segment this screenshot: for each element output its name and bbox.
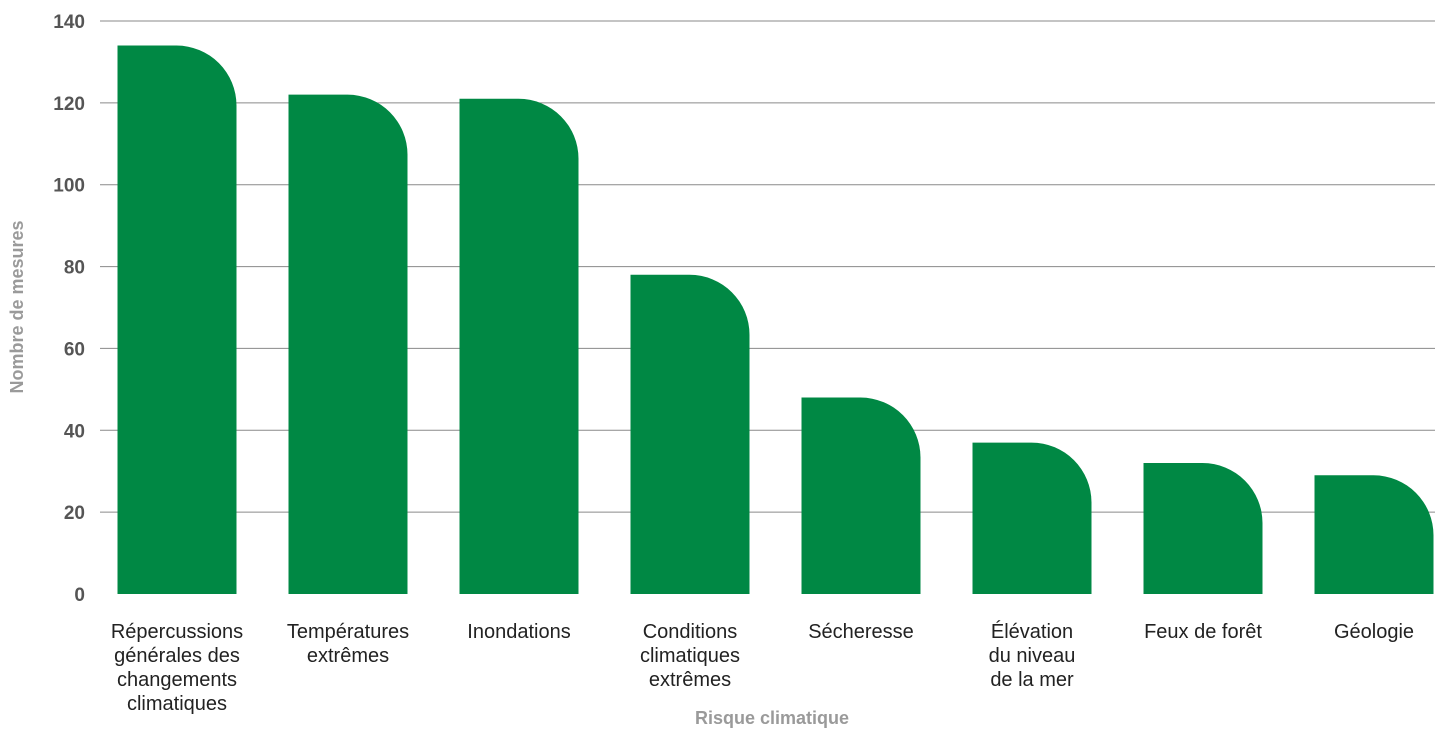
bar (459, 98, 579, 594)
y-axis-label: Nombre de mesures (7, 220, 27, 393)
x-tick-label: Feux de forêt (1144, 621, 1262, 643)
x-axis-label: Risque climatique (695, 708, 849, 728)
x-tick-label: Inondations (467, 621, 570, 643)
bar (288, 94, 408, 595)
y-tick-label: 60 (64, 339, 85, 360)
bars (117, 45, 1434, 595)
bar (972, 442, 1092, 594)
y-tick-label: 140 (53, 12, 85, 33)
bar (630, 274, 750, 594)
y-tick-label: 20 (64, 503, 85, 524)
y-tick-label: 120 (53, 94, 85, 115)
y-tick-label: 80 (64, 258, 85, 279)
x-tick-label: Géologie (1334, 621, 1414, 643)
x-axis-ticks: Répercussions générales des changements cli… (111, 620, 1414, 715)
bar (1314, 475, 1434, 594)
y-tick-label: 0 (74, 585, 85, 606)
bar (117, 45, 237, 595)
x-tick-label: Températures extrêmes (287, 621, 409, 667)
x-tick-label: Répercussions générales des changements cli… (111, 621, 243, 715)
x-tick-label: Sécheresse (808, 621, 914, 643)
y-axis-ticks: 0 20 40 60 80 100 120 140 (53, 12, 85, 606)
bar (801, 397, 921, 594)
x-tick-label: Élévation du niveau de la mer (989, 620, 1076, 691)
bar (1143, 463, 1263, 594)
y-tick-label: 40 (64, 421, 85, 442)
x-tick-label: Conditions climatiques extrêmes (640, 621, 740, 691)
y-tick-label: 100 (53, 176, 85, 197)
